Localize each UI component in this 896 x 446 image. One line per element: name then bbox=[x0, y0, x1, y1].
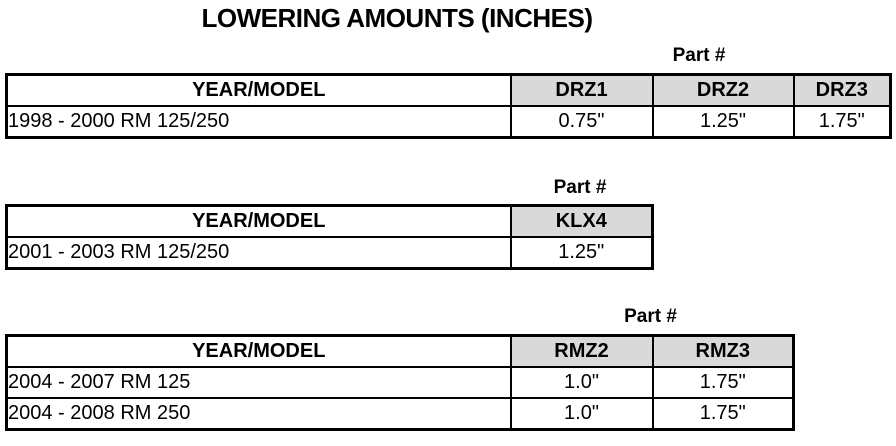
year-model-header-cell: YEAR/MODEL bbox=[5, 73, 512, 107]
lowering-value-cell: 1.75" bbox=[792, 105, 892, 139]
year-model-cell: 2004 - 2007 RM 125 bbox=[5, 366, 512, 399]
table-row: 2004 - 2008 RM 250 1.0" 1.75" bbox=[5, 397, 795, 431]
lowering-value-cell: 1.0" bbox=[509, 366, 654, 399]
page-title: LOWERING AMOUNTS (INCHES) bbox=[201, 3, 593, 33]
table-header-row: YEAR/MODEL KLX4 bbox=[5, 204, 654, 238]
table-row: 2004 - 2007 RM 125 1.0" 1.75" bbox=[5, 366, 795, 399]
lowering-table-rmz: YEAR/MODEL RMZ2 RMZ3 2004 - 2007 RM 125 … bbox=[5, 334, 795, 431]
table-row: 1998 - 2000 RM 125/250 0.75" 1.25" 1.75" bbox=[5, 105, 892, 139]
table-header-row: YEAR/MODEL RMZ2 RMZ3 bbox=[5, 334, 795, 368]
year-model-header-cell: YEAR/MODEL bbox=[5, 334, 512, 368]
table-header-row: YEAR/MODEL DRZ1 DRZ2 DRZ3 bbox=[5, 73, 892, 107]
year-model-cell: 1998 - 2000 RM 125/250 bbox=[5, 105, 512, 139]
table-row: 2001 - 2003 RM 125/250 1.25" bbox=[5, 236, 654, 270]
part-number-label: Part # bbox=[672, 45, 726, 66]
year-model-cell: 2001 - 2003 RM 125/250 bbox=[5, 236, 512, 270]
lowering-value-cell: 1.25" bbox=[509, 236, 654, 270]
part-header-cell: DRZ2 bbox=[651, 73, 795, 107]
lowering-value-cell: 0.75" bbox=[509, 105, 654, 139]
lowering-value-cell: 1.75" bbox=[651, 366, 795, 399]
part-header-cell: RMZ2 bbox=[509, 334, 654, 368]
lowering-table-klx: YEAR/MODEL KLX4 2001 - 2003 RM 125/250 1… bbox=[5, 204, 654, 270]
part-header-cell: DRZ3 bbox=[792, 73, 892, 107]
lowering-value-cell: 1.25" bbox=[651, 105, 795, 139]
part-header-cell: KLX4 bbox=[509, 204, 654, 238]
lowering-value-cell: 1.0" bbox=[509, 397, 654, 431]
year-model-header-cell: YEAR/MODEL bbox=[5, 204, 512, 238]
part-header-cell: DRZ1 bbox=[509, 73, 654, 107]
part-number-label: Part # bbox=[624, 306, 677, 327]
part-number-label: Part # bbox=[553, 177, 607, 198]
year-model-cell: 2004 - 2008 RM 250 bbox=[5, 397, 512, 431]
lowering-table-drz: YEAR/MODEL DRZ1 DRZ2 DRZ3 1998 - 2000 RM… bbox=[5, 73, 892, 139]
lowering-value-cell: 1.75" bbox=[651, 397, 795, 431]
part-header-cell: RMZ3 bbox=[651, 334, 795, 368]
